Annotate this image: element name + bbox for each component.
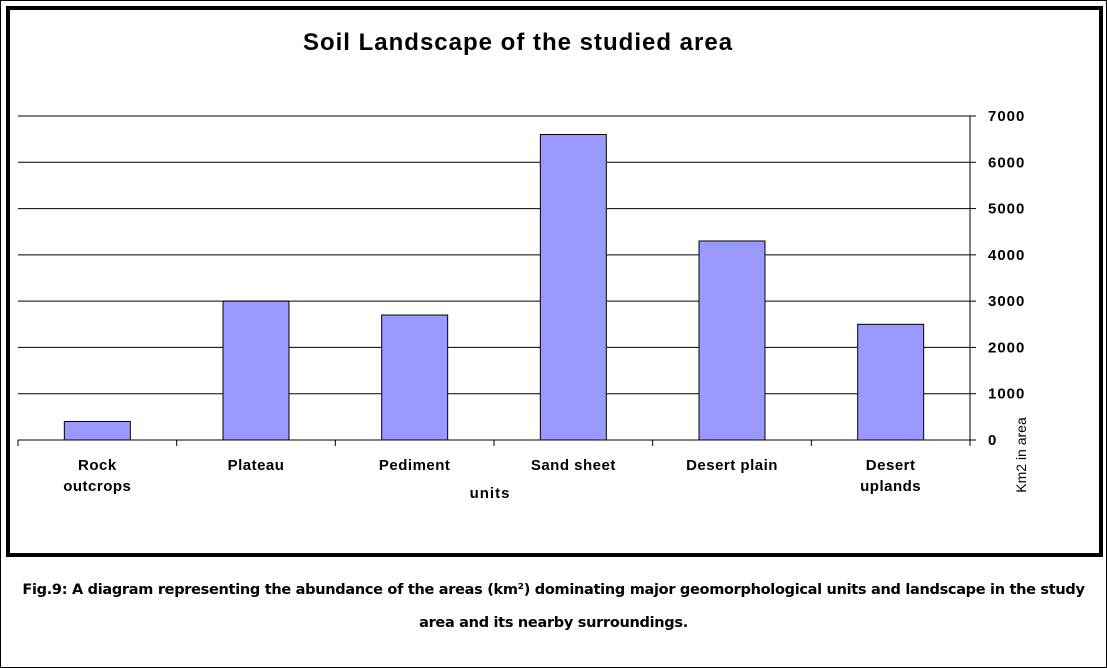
x-tick-label: Desert plain (686, 457, 778, 474)
y-tick-label: 7000 (988, 108, 1025, 125)
x-tick-label: Rock outcrops (63, 457, 132, 495)
chart-title: Soil Landscape of the studied area (303, 29, 733, 56)
y-tick-label: 6000 (988, 154, 1025, 171)
bar (63, 420, 131, 441)
y-tick-label: 3000 (988, 293, 1025, 310)
bar (698, 240, 766, 441)
y-tick-label: 0 (988, 432, 997, 449)
y-tick-label: 1000 (988, 386, 1025, 403)
y-tick-label: 2000 (988, 339, 1025, 356)
caption: Fig.9: A diagram representing the abunda… (22, 582, 1085, 631)
x-tick-label: Desert uplands (860, 457, 922, 495)
bar (539, 134, 607, 441)
x-tick-label: Sand sheet (530, 457, 616, 474)
x-tick-label: Plateau (227, 457, 285, 474)
bar (381, 314, 449, 441)
bar (222, 300, 290, 441)
chart: Soil Landscape of the studied area units… (17, 29, 1029, 502)
chart-box (6, 6, 1103, 557)
x-tick-label: Pediment (378, 457, 451, 474)
y-axis-label: Km2 in area (1013, 417, 1029, 493)
y-tick-label: 4000 (988, 247, 1025, 264)
bar (857, 323, 925, 441)
x-axis-label: units (470, 485, 511, 502)
y-tick-label: 5000 (988, 201, 1025, 218)
